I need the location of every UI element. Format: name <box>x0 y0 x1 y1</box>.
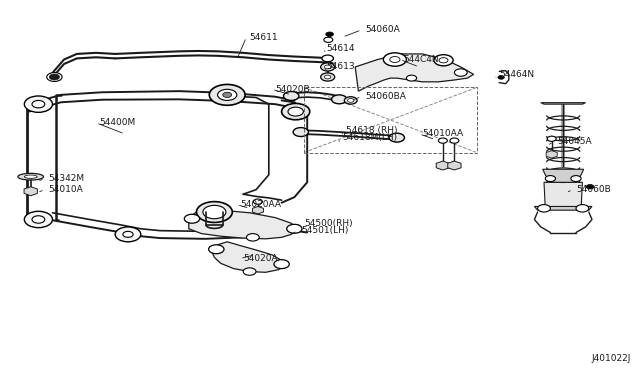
Circle shape <box>344 97 357 104</box>
Circle shape <box>284 92 299 100</box>
Circle shape <box>115 227 141 242</box>
Circle shape <box>324 75 331 79</box>
Circle shape <box>246 234 259 241</box>
Circle shape <box>450 138 459 143</box>
Circle shape <box>321 63 335 71</box>
Circle shape <box>498 76 504 79</box>
Circle shape <box>322 55 333 62</box>
Circle shape <box>383 53 406 66</box>
Ellipse shape <box>18 173 44 180</box>
Text: 54500(RH): 54500(RH) <box>304 219 353 228</box>
Circle shape <box>438 138 447 143</box>
Circle shape <box>434 55 453 66</box>
Text: 54464N: 54464N <box>499 70 534 79</box>
Circle shape <box>547 136 556 141</box>
Circle shape <box>332 95 347 104</box>
Circle shape <box>47 73 62 81</box>
Circle shape <box>293 128 308 137</box>
Polygon shape <box>534 206 592 210</box>
Circle shape <box>586 185 594 189</box>
Circle shape <box>390 57 400 62</box>
Text: 54501(LH): 54501(LH) <box>301 226 348 235</box>
Circle shape <box>24 96 52 112</box>
Text: 54010A: 54010A <box>48 185 83 194</box>
Text: J401022J: J401022J <box>591 354 630 363</box>
Polygon shape <box>189 208 298 239</box>
Text: 54060B: 54060B <box>576 185 611 194</box>
Text: 54400M: 54400M <box>99 118 136 127</box>
Polygon shape <box>355 54 474 91</box>
Circle shape <box>287 224 302 233</box>
Circle shape <box>218 89 237 100</box>
Text: 54342M: 54342M <box>48 174 84 183</box>
Circle shape <box>324 37 333 42</box>
Text: 54020A: 54020A <box>243 254 278 263</box>
Circle shape <box>406 75 417 81</box>
Text: 54010AA: 54010AA <box>422 129 463 138</box>
Text: 54611: 54611 <box>250 33 278 42</box>
Circle shape <box>326 32 333 36</box>
Circle shape <box>321 73 335 81</box>
Circle shape <box>545 176 556 182</box>
Circle shape <box>439 58 448 63</box>
Circle shape <box>576 205 589 212</box>
Circle shape <box>389 133 404 142</box>
Circle shape <box>49 74 60 80</box>
Circle shape <box>32 216 45 223</box>
Circle shape <box>538 205 550 212</box>
Text: 54045A: 54045A <box>557 137 591 146</box>
Text: 54618 (RH): 54618 (RH) <box>346 126 397 135</box>
Circle shape <box>324 65 331 69</box>
Circle shape <box>348 99 354 102</box>
Circle shape <box>209 245 224 254</box>
Circle shape <box>196 202 232 222</box>
Circle shape <box>209 84 245 105</box>
Circle shape <box>203 205 226 219</box>
Polygon shape <box>544 182 582 208</box>
Polygon shape <box>211 242 285 272</box>
Circle shape <box>24 211 52 228</box>
Circle shape <box>454 69 467 76</box>
Circle shape <box>571 176 581 182</box>
Text: 54020B: 54020B <box>275 85 310 94</box>
Text: 54618M(LH): 54618M(LH) <box>342 133 397 142</box>
Text: 544C4N: 544C4N <box>403 55 439 64</box>
Text: 54060A: 54060A <box>365 25 399 34</box>
Circle shape <box>32 100 45 108</box>
Polygon shape <box>541 103 586 104</box>
Circle shape <box>223 92 232 97</box>
Text: 54060BA: 54060BA <box>365 92 406 101</box>
Circle shape <box>253 199 262 204</box>
Text: 54613: 54613 <box>326 62 355 71</box>
Circle shape <box>282 103 310 120</box>
Polygon shape <box>543 169 584 182</box>
Circle shape <box>288 107 303 116</box>
Circle shape <box>184 214 200 223</box>
Text: 54020AA: 54020AA <box>240 200 281 209</box>
Circle shape <box>123 231 133 237</box>
Circle shape <box>274 260 289 269</box>
Ellipse shape <box>24 175 37 178</box>
Circle shape <box>243 268 256 275</box>
Text: 54614: 54614 <box>326 44 355 53</box>
